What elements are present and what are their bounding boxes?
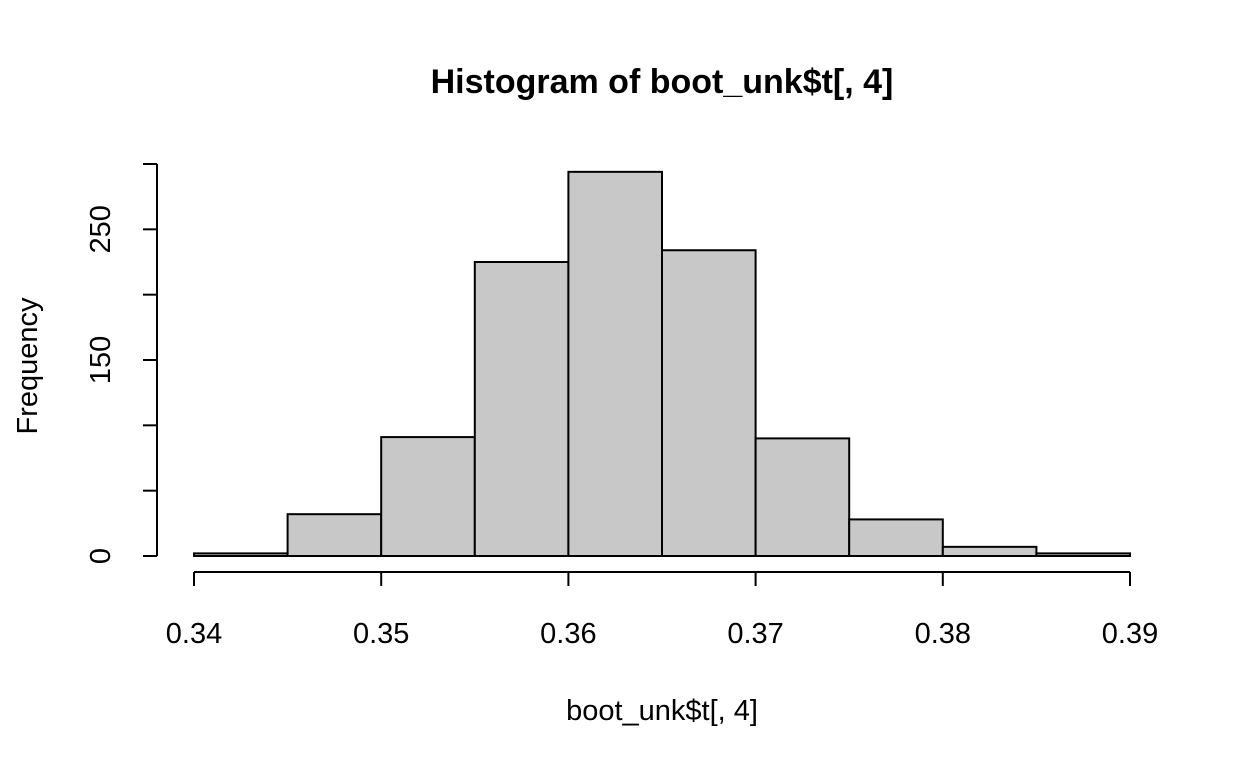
histogram-bar	[193, 552, 289, 557]
x-tick-label: 0.38	[915, 618, 971, 650]
x-tick-label: 0.34	[166, 618, 222, 650]
bars	[193, 170, 1132, 558]
y-tick-label: 150	[85, 336, 117, 384]
histogram-bar	[473, 261, 570, 557]
histogram-bar	[848, 518, 944, 557]
x-tick-label: 0.35	[353, 618, 409, 650]
chart-title: Histogram of boot_unk$t[, 4]	[431, 63, 894, 101]
y-axis: 0 150 250	[85, 163, 158, 564]
histogram-bar	[941, 545, 1038, 557]
x-tick-label: 0.37	[727, 618, 783, 650]
y-axis-label: Frequency	[12, 297, 44, 435]
y-tick-label: 250	[85, 205, 117, 253]
histogram-bar	[567, 170, 664, 557]
x-tick-label: 0.36	[540, 618, 596, 650]
x-tick-label: 0.39	[1102, 618, 1158, 650]
histogram-bar	[286, 513, 383, 557]
histogram-bar	[754, 437, 851, 557]
histogram-bar	[661, 249, 757, 558]
histogram-bar	[1035, 552, 1132, 557]
y-tick-label: 0	[85, 548, 117, 564]
x-axis: 0.34 0.35 0.36 0.37 0.38 0.39	[166, 571, 1158, 650]
x-axis-label: boot_unk$t[, 4]	[566, 695, 758, 727]
histogram-bar	[380, 436, 476, 557]
